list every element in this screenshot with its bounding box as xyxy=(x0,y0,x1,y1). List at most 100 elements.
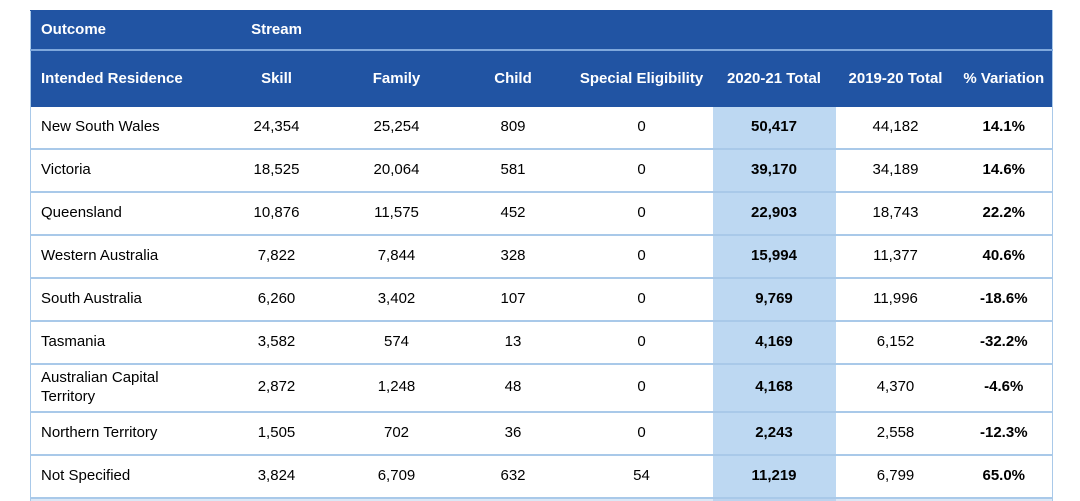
row-label: Victoria xyxy=(30,149,216,193)
row-label: South Australia xyxy=(30,278,216,322)
child-value: 452 xyxy=(455,192,571,236)
family-value: 25,254 xyxy=(337,107,456,150)
family-value: 11,575 xyxy=(337,192,456,236)
column-header-child: Child xyxy=(455,50,571,107)
skill-value: 6,260 xyxy=(215,278,338,322)
total-variation-value: 14.0% xyxy=(955,497,1053,501)
child-value: 48 xyxy=(455,364,571,413)
total-2020-21-value: 4,168 xyxy=(712,364,836,413)
total-2019-20-value: 11,377 xyxy=(835,235,956,279)
row-label: Western Australia xyxy=(30,235,216,279)
column-header-variation: % Variation xyxy=(955,50,1053,107)
total-2019-20-value: 11,996 xyxy=(835,278,956,322)
skill-value: 7,822 xyxy=(215,235,338,279)
skill-value: 24,354 xyxy=(215,107,338,150)
total-2020-21-value: 2,243 xyxy=(712,411,836,456)
special-eligibility-value: 0 xyxy=(570,278,713,322)
special-eligibility-value: 0 xyxy=(570,364,713,413)
total-2019-20-value: 6,799 xyxy=(835,454,956,499)
variation-value: -32.2% xyxy=(955,321,1053,365)
total-2019-20-value: 34,189 xyxy=(835,149,956,193)
total-row: Total 79,620 77,372 3,006 54 160,052 140… xyxy=(30,497,1053,501)
table-row: Victoria 18,525 20,064 581 0 39,170 34,1… xyxy=(30,149,1053,193)
child-value: 328 xyxy=(455,235,571,279)
special-eligibility-value: 54 xyxy=(570,454,713,499)
column-header-family: Family xyxy=(337,50,456,107)
variation-value: 14.6% xyxy=(955,149,1053,193)
outcome-header: Outcome xyxy=(30,10,216,51)
total-2019-20-value: 18,743 xyxy=(835,192,956,236)
variation-value: 14.1% xyxy=(955,107,1053,150)
special-eligibility-value: 0 xyxy=(570,321,713,365)
total-2020-21-value: 9,769 xyxy=(712,278,836,322)
variation-value: 22.2% xyxy=(955,192,1053,236)
total-child-value: 3,006 xyxy=(455,497,571,501)
row-label: Northern Territory xyxy=(30,411,216,456)
skill-value: 10,876 xyxy=(215,192,338,236)
total-row-label: Total xyxy=(30,497,216,501)
column-header-special-eligibility: Special Eligibility xyxy=(570,50,713,107)
total-2020-21-value: 15,994 xyxy=(712,235,836,279)
table-footer: Total 79,620 77,372 3,006 54 160,052 140… xyxy=(30,497,1053,501)
table-row: Western Australia 7,822 7,844 328 0 15,9… xyxy=(30,235,1053,279)
child-value: 36 xyxy=(455,411,571,456)
family-value: 20,064 xyxy=(337,149,456,193)
table-body: New South Wales 24,354 25,254 809 0 50,4… xyxy=(30,107,1053,499)
migration-table-container: Outcome Stream Intended Residence Skill … xyxy=(30,10,1054,501)
table-row: Queensland 10,876 11,575 452 0 22,903 18… xyxy=(30,192,1053,236)
total-2019-20-value: 44,182 xyxy=(835,107,956,150)
table-row: Australian Capital Territory 2,872 1,248… xyxy=(30,364,1053,413)
header-group-spacer xyxy=(337,10,1053,51)
variation-value: -4.6% xyxy=(955,364,1053,413)
total-2019-20-value: 140,366 xyxy=(835,497,956,501)
skill-value: 3,824 xyxy=(215,454,338,499)
stream-header: Stream xyxy=(215,10,338,51)
total-2020-21-value: 160,052 xyxy=(712,497,836,501)
family-value: 3,402 xyxy=(337,278,456,322)
total-2019-20-value: 4,370 xyxy=(835,364,956,413)
total-2019-20-value: 6,152 xyxy=(835,321,956,365)
family-value: 1,248 xyxy=(337,364,456,413)
special-eligibility-value: 0 xyxy=(570,107,713,150)
special-eligibility-value: 0 xyxy=(570,192,713,236)
column-header-2020-21-total: 2020-21 Total xyxy=(712,50,836,107)
total-2020-21-value: 4,169 xyxy=(712,321,836,365)
skill-value: 3,582 xyxy=(215,321,338,365)
variation-value: -18.6% xyxy=(955,278,1053,322)
column-header-intended-residence: Intended Residence xyxy=(30,50,216,107)
total-2019-20-value: 2,558 xyxy=(835,411,956,456)
child-value: 581 xyxy=(455,149,571,193)
total-2020-21-value: 11,219 xyxy=(712,454,836,499)
column-header-skill: Skill xyxy=(215,50,338,107)
table-row: Northern Territory 1,505 702 36 0 2,243 … xyxy=(30,411,1053,456)
skill-value: 18,525 xyxy=(215,149,338,193)
table-row: New South Wales 24,354 25,254 809 0 50,4… xyxy=(30,107,1053,150)
skill-value: 2,872 xyxy=(215,364,338,413)
total-special-eligibility-value: 54 xyxy=(570,497,713,501)
variation-value: 40.6% xyxy=(955,235,1053,279)
row-label: New South Wales xyxy=(30,107,216,150)
total-2020-21-value: 50,417 xyxy=(712,107,836,150)
variation-value: -12.3% xyxy=(955,411,1053,456)
header-group-row: Outcome Stream xyxy=(30,10,1053,51)
row-label: Not Specified xyxy=(30,454,216,499)
migration-outcome-table: Outcome Stream Intended Residence Skill … xyxy=(30,10,1054,501)
child-value: 107 xyxy=(455,278,571,322)
family-value: 574 xyxy=(337,321,456,365)
skill-value: 1,505 xyxy=(215,411,338,456)
table-row: Not Specified 3,824 6,709 632 54 11,219 … xyxy=(30,454,1053,499)
child-value: 13 xyxy=(455,321,571,365)
total-family-value: 77,372 xyxy=(337,497,456,501)
family-value: 7,844 xyxy=(337,235,456,279)
child-value: 632 xyxy=(455,454,571,499)
table-header: Outcome Stream Intended Residence Skill … xyxy=(30,10,1053,107)
special-eligibility-value: 0 xyxy=(570,411,713,456)
row-label: Queensland xyxy=(30,192,216,236)
family-value: 6,709 xyxy=(337,454,456,499)
family-value: 702 xyxy=(337,411,456,456)
variation-value: 65.0% xyxy=(955,454,1053,499)
total-2020-21-value: 39,170 xyxy=(712,149,836,193)
total-2020-21-value: 22,903 xyxy=(712,192,836,236)
row-label: Tasmania xyxy=(30,321,216,365)
